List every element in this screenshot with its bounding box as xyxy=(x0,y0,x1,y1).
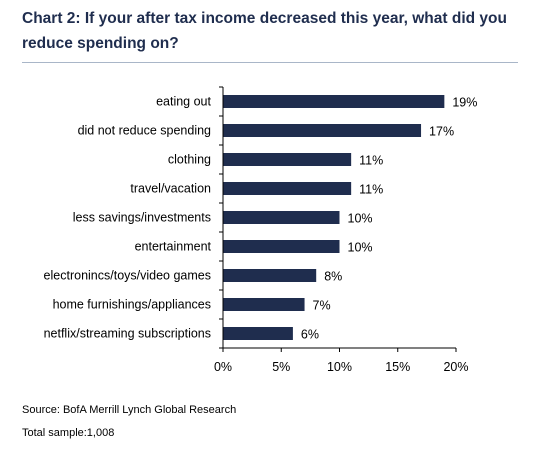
x-tick-label: 5% xyxy=(272,360,290,374)
bar xyxy=(223,153,352,166)
data-label: 6% xyxy=(301,328,319,342)
data-label: 17% xyxy=(429,125,454,139)
bar xyxy=(223,182,352,195)
x-tick-label: 15% xyxy=(385,360,410,374)
data-label: 7% xyxy=(313,299,331,313)
data-label: 8% xyxy=(324,270,342,284)
bar xyxy=(223,327,293,340)
title-divider xyxy=(22,62,518,63)
data-label: 11% xyxy=(359,154,383,168)
category-label: less savings/investments xyxy=(73,211,211,225)
data-label: 10% xyxy=(348,212,373,226)
x-tick-label: 0% xyxy=(214,360,232,374)
category-label: travel/vacation xyxy=(130,182,211,196)
bar xyxy=(223,298,305,311)
category-label: eating out xyxy=(156,95,211,109)
bar xyxy=(223,211,340,224)
x-tick-label: 10% xyxy=(327,360,352,374)
sample-size-note: Total sample:1,008 xyxy=(22,427,115,439)
bar xyxy=(223,269,317,282)
bar-chart: eating out 19% did not reduce spending 17% c… xyxy=(44,86,477,374)
category-label: home furnishings/appliances xyxy=(53,298,211,312)
data-label: 11% xyxy=(359,183,383,197)
bar xyxy=(223,95,445,108)
category-label: clothing xyxy=(168,153,211,167)
bars-layer xyxy=(223,95,445,340)
axis-layer: eating out 19% did not reduce spending 17% c… xyxy=(44,86,477,374)
category-label: did not reduce spending xyxy=(78,124,211,138)
category-label: entertainment xyxy=(135,240,212,254)
bar xyxy=(223,124,422,137)
source-note: Source: BofA Merrill Lynch Global Resear… xyxy=(22,404,237,416)
chart-title: Chart 2: If your after tax income decrea… xyxy=(22,10,507,52)
category-label: electronincs/toys/video games xyxy=(44,269,211,283)
data-label: 19% xyxy=(452,96,477,110)
x-tick-label: 20% xyxy=(443,360,468,374)
data-label: 10% xyxy=(348,241,373,255)
category-label: netflix/streaming subscriptions xyxy=(44,327,211,341)
bar xyxy=(223,240,340,253)
